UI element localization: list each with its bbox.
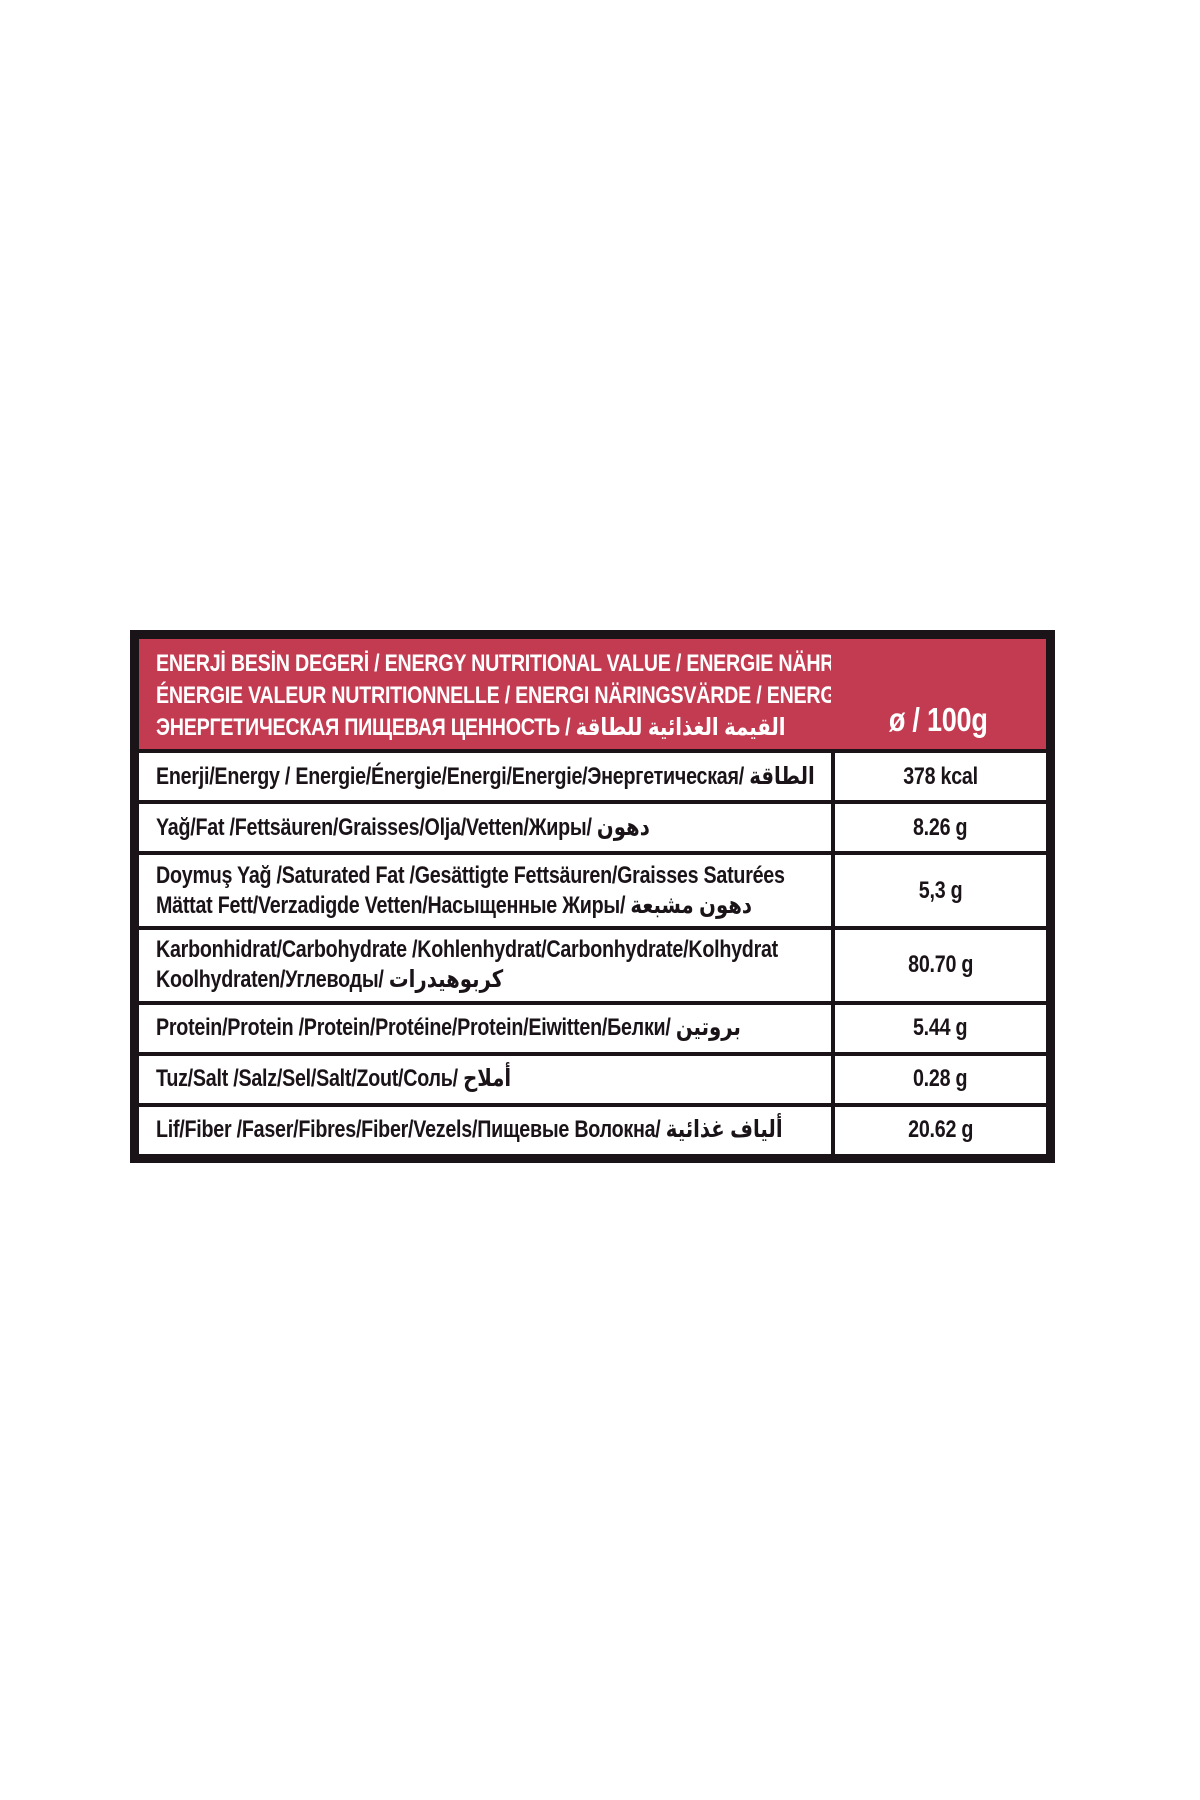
nutrient-value: 5,3 g <box>918 876 963 904</box>
nutrient-value: 8.26 g <box>913 813 968 841</box>
nutrition-facts-table: ENERJİ BESİN DEGERİ / ENERGY NUTRITIONAL… <box>130 630 1055 1163</box>
nutrient-label: Karbonhidrat/Carbohydrate /Kohlenhydrat/… <box>139 929 835 1001</box>
nutrient-label: Enerji/Energy / Energie/Énergie/Energi/E… <box>139 753 835 801</box>
nutrient-value: 80.70 g <box>907 951 974 979</box>
nutrient-value: 5.44 g <box>913 1014 968 1042</box>
table-row: Doymuş Yağ /Saturated Fat /Gesättigte Fe… <box>139 855 1046 930</box>
table-row: Yağ/Fat /Fettsäuren/Graisses/Olja/Vetten… <box>139 804 1046 856</box>
header-line-2: ÉNERGIE VALEUR NUTRITIONNELLE / ENERGI N… <box>156 680 831 712</box>
table-row: Lif/Fiber /Faser/Fibres/Fiber/Vezels/Пищ… <box>139 1106 1046 1154</box>
nutrient-label: Protein/Protein /Protein/Protéine/Protei… <box>139 1004 835 1052</box>
table-row: Enerji/Energy / Energie/Énergie/Energi/E… <box>139 753 1046 805</box>
header-titles: ENERJİ BESİN DEGERİ / ENERGY NUTRITIONAL… <box>139 639 831 749</box>
per-100g-text: ø / 100g <box>889 701 988 738</box>
nutrient-label: Lif/Fiber /Faser/Fibres/Fiber/Vezels/Пищ… <box>139 1106 835 1154</box>
nutrient-label: Tuz/Salt /Salz/Sel/Salt/Zout/Соль/ أملاح <box>139 1055 835 1103</box>
table-row: Tuz/Salt /Salz/Sel/Salt/Zout/Соль/ أملاح… <box>139 1055 1046 1107</box>
header-line-1: ENERJİ BESİN DEGERİ / ENERGY NUTRITIONAL… <box>156 648 831 680</box>
header-line-3: ЭНЕРГЕТИЧЕСКАЯ ПИЩЕВАЯ ЦЕННОСТЬ / القيمة… <box>156 712 831 744</box>
table-row: Protein/Protein /Protein/Protéine/Protei… <box>139 1004 1046 1056</box>
table-header: ENERJİ BESİN DEGERİ / ENERGY NUTRITIONAL… <box>139 639 1046 753</box>
nutrient-value: 20.62 g <box>907 1116 974 1144</box>
header-line-2-text: ÉNERGIE VALEUR NUTRITIONNELLE / ENERGI N… <box>156 682 831 709</box>
header-line-3-text: ЭНЕРГЕТИЧЕСКАЯ ПИЩЕВАЯ ЦЕННОСТЬ / القيمة… <box>156 714 786 741</box>
table-rows: Enerji/Energy / Energie/Énergie/Energi/E… <box>139 753 1046 1154</box>
nutrient-label: Doymuş Yağ /Saturated Fat /Gesättigte Fe… <box>139 855 835 926</box>
table-row: Karbonhidrat/Carbohydrate /Kohlenhydrat/… <box>139 929 1046 1005</box>
nutrient-value: 0.28 g <box>913 1065 968 1093</box>
per-100g-label: ø / 100g <box>831 639 1046 749</box>
nutrient-label: Yağ/Fat /Fettsäuren/Graisses/Olja/Vetten… <box>139 804 835 852</box>
header-line-1-text: ENERJİ BESİN DEGERİ / ENERGY NUTRITIONAL… <box>156 650 831 677</box>
nutrient-value: 378 kcal <box>903 762 978 790</box>
